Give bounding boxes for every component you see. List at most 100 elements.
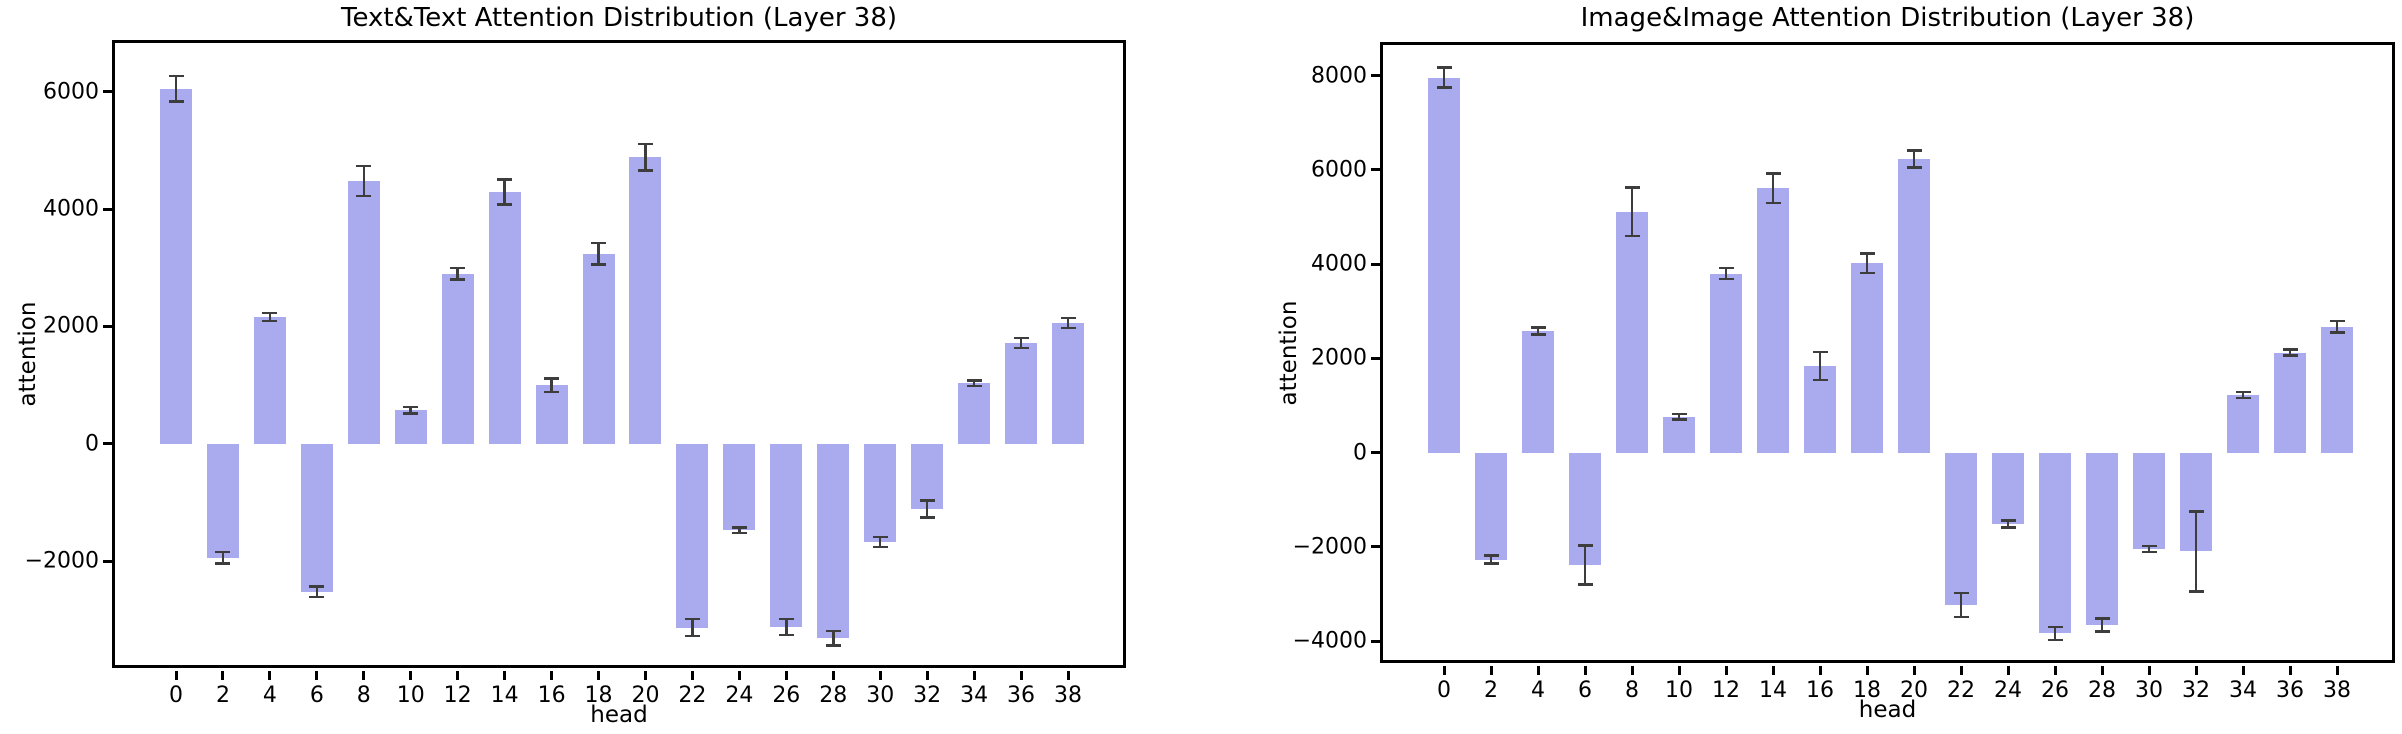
x-tick-mark: [643, 671, 647, 680]
bar-head-18: [582, 253, 615, 444]
x-tick-mark: [174, 671, 178, 680]
error-bar-cap-top: [1624, 186, 1640, 189]
error-bar-cap-bottom: [544, 390, 560, 394]
error-bar: [832, 630, 835, 646]
bar-head-20: [1898, 159, 1930, 453]
bar-head-2: [1475, 452, 1507, 560]
bar-head-24: [723, 443, 756, 531]
error-bar-cap-bottom: [1906, 166, 1922, 169]
error-bar-cap-bottom: [497, 203, 513, 206]
error-bar-cap-bottom: [1530, 333, 1546, 336]
error-bar: [362, 165, 366, 197]
error-bar: [315, 586, 319, 598]
bar-head-30: [864, 443, 897, 542]
chart-title: Image&Image Attention Distribution (Laye…: [1580, 3, 2195, 33]
x-tick-label: 0: [169, 683, 183, 708]
error-bar-cap-top: [2329, 319, 2345, 323]
error-bar-cap-bottom: [356, 194, 372, 198]
error-bar-cap-bottom: [1060, 326, 1076, 330]
x-tick-mark: [2241, 666, 2245, 675]
chart-panel-text-text: Text&Text Attention Distribution (Layer …: [15, 3, 1126, 728]
y-tick-label: 4000: [43, 196, 99, 222]
error-bar-cap-bottom: [1436, 86, 1452, 89]
x-tick-label: 28: [2088, 678, 2116, 703]
error-bar-cap-bottom: [2235, 396, 2251, 400]
error-bar: [2335, 320, 2339, 333]
error-bar-cap-top: [450, 266, 466, 270]
bar-head-26: [2039, 452, 2071, 634]
x-tick-label: 4: [1531, 678, 1545, 703]
error-bar-cap-bottom: [637, 169, 653, 172]
y-tick-mark: [1371, 74, 1380, 78]
x-tick-mark: [784, 671, 788, 680]
error-bar-cap-bottom: [309, 595, 325, 599]
error-bar-cap-top: [778, 617, 794, 621]
error-bar-cap-bottom: [2282, 354, 2298, 357]
x-tick-mark: [1583, 666, 1587, 675]
x-tick-mark: [925, 671, 929, 680]
bar-head-12: [1710, 273, 1742, 453]
chart-title: Text&Text Attention Distribution (Layer …: [340, 3, 898, 33]
y-tick-mark: [1371, 356, 1380, 360]
x-tick-label: 38: [1054, 683, 1082, 708]
error-bar: [2194, 511, 2198, 592]
error-bar-cap-top: [1812, 350, 1828, 354]
error-bar: [644, 143, 647, 171]
error-bar-cap-top: [1577, 544, 1593, 547]
error-bar-cap-top: [2188, 510, 2204, 513]
x-tick-mark: [1536, 666, 1540, 675]
bar-head-4: [1522, 330, 1554, 453]
x-tick-mark: [2006, 666, 2010, 675]
x-tick-label: 34: [960, 683, 989, 708]
x-tick-label: 22: [678, 683, 707, 708]
y-tick-label: 2000: [43, 313, 99, 339]
error-bar-cap-bottom: [1765, 201, 1781, 205]
error-bar-cap-top: [1718, 266, 1734, 270]
bar-head-10: [394, 410, 427, 444]
error-bar: [1771, 173, 1775, 204]
x-tick-label: 24: [1994, 678, 2022, 703]
error-bar-cap-top: [2000, 519, 2016, 522]
x-tick-mark: [597, 671, 601, 680]
x-tick-label: 36: [1007, 683, 1036, 708]
x-tick-label: 12: [443, 683, 472, 708]
error-bar: [456, 267, 459, 280]
bar-head-30: [2133, 452, 2165, 550]
x-tick-mark: [1912, 666, 1916, 675]
error-bar: [1818, 351, 1822, 380]
error-bar: [1536, 327, 1540, 335]
x-tick-label: 14: [490, 683, 519, 708]
error-bar-cap-bottom: [2000, 526, 2016, 529]
x-tick-label: 14: [1759, 678, 1787, 703]
error-bar-cap-top: [2094, 617, 2110, 620]
y-tick-mark: [1371, 545, 1380, 549]
x-tick-mark: [315, 671, 319, 680]
y-tick-label: 8000: [1311, 63, 1367, 89]
error-bar-cap-bottom: [591, 263, 607, 266]
bar-head-36: [2274, 352, 2306, 453]
x-tick-label: 12: [1712, 678, 1740, 703]
error-bar: [1630, 187, 1634, 237]
y-tick-label: −2000: [1292, 534, 1367, 560]
error-bar: [925, 500, 929, 518]
error-bar-cap-top: [497, 178, 513, 181]
error-bar: [2053, 626, 2057, 641]
error-bar-cap-bottom: [168, 100, 184, 103]
error-bar-cap-top: [1530, 326, 1546, 329]
error-bar-cap-top: [2235, 390, 2251, 394]
error-bar-cap-top: [1765, 172, 1781, 175]
bar-head-34: [958, 383, 991, 444]
x-tick-label: 10: [396, 683, 425, 708]
x-tick-mark: [221, 671, 225, 680]
error-bar-cap-bottom: [450, 278, 466, 281]
error-bar: [1959, 592, 1963, 618]
x-tick-mark: [2053, 666, 2057, 675]
error-bar: [174, 75, 178, 102]
error-bar: [1066, 317, 1070, 329]
x-tick-label: 8: [356, 683, 371, 708]
bar-head-8: [1616, 211, 1648, 453]
y-tick-label: 6000: [1311, 157, 1367, 183]
error-bar-cap-top: [2047, 625, 2063, 629]
error-bar-cap-bottom: [403, 412, 419, 415]
error-bar-cap-top: [966, 379, 982, 382]
